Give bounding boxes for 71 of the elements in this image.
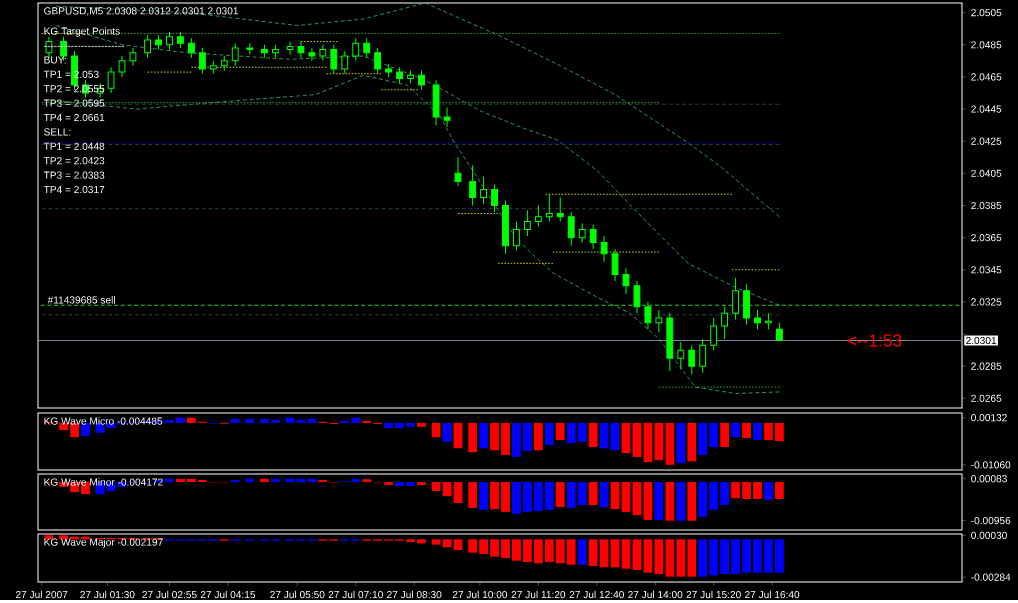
candlestick bbox=[297, 41, 305, 59]
candlestick bbox=[187, 38, 195, 59]
x-tick-label: 27 Jul 10:00 bbox=[452, 590, 508, 599]
y-tick-label: -0.00284 bbox=[971, 573, 1011, 581]
annotation: BUY: bbox=[44, 56, 66, 64]
candlestick bbox=[699, 338, 707, 374]
candlestick bbox=[545, 193, 553, 223]
candlestick bbox=[363, 38, 371, 59]
y-tick-label: 2.0425 bbox=[971, 137, 1002, 146]
y-tick-label: 0.00030 bbox=[971, 531, 1007, 540]
y-tick-label: 2.0505 bbox=[971, 9, 1002, 17]
y-tick-label: 0.00083 bbox=[971, 475, 1007, 483]
candlestick bbox=[443, 107, 451, 128]
annotation: KG Target Points bbox=[44, 27, 120, 37]
annotation: TP1 = 2.0448 bbox=[43, 142, 105, 151]
candlestick bbox=[611, 248, 619, 282]
x-tick-label: 27 Jul 11:20 bbox=[511, 590, 566, 599]
y-tick-label: 2.0365 bbox=[971, 234, 1002, 242]
x-tick-label: 27 Jul 12:40 bbox=[569, 590, 624, 599]
y-tick-label: 2.0285 bbox=[971, 362, 1002, 371]
candlestick bbox=[432, 79, 440, 126]
y-tick-label: 2.0485 bbox=[971, 41, 1002, 49]
x-tick-label: 27 Jul 16:40 bbox=[744, 590, 800, 599]
x-tick-label: 27 Jul 04:15 bbox=[200, 590, 256, 599]
candlestick bbox=[480, 176, 487, 205]
x-tick-label: 27 Jul 02:55 bbox=[142, 590, 197, 599]
candlestick bbox=[732, 277, 739, 321]
chart-title: GBPUSD,M5 2.0308 2.0312 2.0301 2.0301 bbox=[44, 7, 238, 16]
y-tick-label: 2.0325 bbox=[971, 298, 1002, 306]
annotation: TP3 = 2.0383 bbox=[43, 171, 105, 179]
candlestick bbox=[633, 280, 641, 314]
x-tick-label: 27 Jul 15:20 bbox=[686, 590, 741, 599]
x-tick-label: 27 Jul 07:10 bbox=[328, 590, 383, 599]
candlestick bbox=[523, 210, 531, 237]
candlestick bbox=[556, 197, 564, 223]
x-tick-label: 27 Jul 2007 bbox=[15, 590, 68, 599]
candlestick bbox=[454, 156, 462, 187]
annotation: TP4 = 2.0317 bbox=[43, 186, 105, 194]
annotation: TP3 = 2.0595 bbox=[43, 99, 105, 107]
candlestick bbox=[721, 306, 729, 340]
candlestick bbox=[319, 44, 327, 62]
annotation: TP2 = 2.0423 bbox=[43, 157, 105, 165]
candlestick bbox=[118, 55, 126, 78]
y-tick-label: 2.0265 bbox=[971, 394, 1002, 403]
y-tick-label: 2.0345 bbox=[971, 266, 1002, 274]
annotation: TP4 = 2.0661 bbox=[43, 114, 105, 122]
candlestick bbox=[655, 309, 663, 334]
y-tick-label: 2.0465 bbox=[971, 73, 1002, 81]
candlestick bbox=[622, 267, 630, 295]
candlestick bbox=[107, 66, 115, 94]
y-tick-label: -0.00956 bbox=[971, 517, 1011, 525]
x-tick-label: 27 Jul 05:50 bbox=[270, 590, 325, 599]
candlestick bbox=[600, 235, 608, 263]
y-tick-label: -0.01060 bbox=[971, 461, 1011, 469]
y-tick-label: 0.00132 bbox=[971, 414, 1007, 422]
x-tick-label: 27 Jul 01:30 bbox=[80, 590, 135, 599]
y-tick-label: 2.0405 bbox=[971, 169, 1002, 178]
ref-line-label: #11439685 sell bbox=[47, 296, 115, 304]
y-tick-label: 2.0445 bbox=[971, 105, 1002, 113]
candlestick bbox=[308, 47, 316, 62]
candlestick bbox=[129, 47, 137, 67]
chart-title: KG Wave Major -0.002197 bbox=[44, 538, 163, 548]
annotation: SELL: bbox=[44, 128, 71, 136]
y-tick-label: 2.0385 bbox=[971, 202, 1002, 210]
x-tick-label: 27 Jul 14:00 bbox=[628, 590, 683, 599]
ref-line-label: 2.0301 bbox=[966, 337, 997, 345]
candlestick bbox=[644, 301, 652, 330]
x-tick-label: 27 Jul 08:30 bbox=[387, 590, 442, 599]
candlestick bbox=[286, 41, 294, 56]
annotation: ------------------------ bbox=[44, 46, 125, 47]
candlestick bbox=[589, 224, 597, 250]
